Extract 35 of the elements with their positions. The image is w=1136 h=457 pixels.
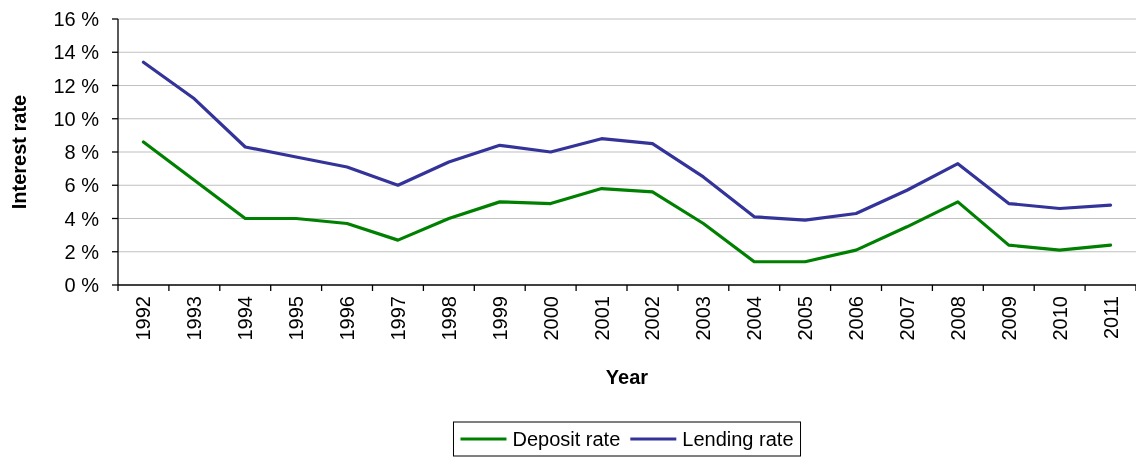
x-tick-label: 1999 (488, 296, 511, 341)
y-tick-label: 4 % (64, 207, 100, 230)
x-tick-label: 2011 (1099, 296, 1122, 340)
x-tick-label: 1992 (132, 296, 155, 341)
legend-label: Lending rate (682, 428, 794, 450)
x-tick-label: 1995 (285, 296, 308, 341)
y-tick-label: 6 % (64, 174, 100, 197)
x-tick-label: 2008 (946, 296, 969, 341)
y-tick-label: 10 % (53, 107, 100, 130)
line-series (141, 140, 1113, 264)
x-tick-label: 2007 (895, 296, 918, 341)
y-tick-label: 0 % (64, 274, 100, 296)
x-tick-label: 2001 (590, 296, 613, 341)
x-tick-label: 2009 (997, 296, 1020, 341)
y-tick-label: 2 % (64, 240, 100, 263)
x-tick-label: 2005 (794, 296, 817, 341)
y-tick-label: 8 % (64, 141, 100, 163)
x-tick-label: 2003 (692, 296, 715, 341)
x-tick-label: 2010 (1048, 296, 1071, 341)
x-tick-label: 1998 (437, 296, 460, 341)
y-tick-label: 16 % (53, 8, 100, 30)
y-axis-title: Interest rate (8, 94, 30, 210)
y-tick-label: 14 % (53, 41, 100, 64)
x-tick-label: 1997 (386, 296, 409, 341)
x-axis-title: Year (605, 366, 649, 388)
x-tick-label: 1994 (234, 296, 257, 341)
x-tick-label: 2006 (845, 296, 868, 341)
x-tick-label: 1993 (183, 296, 206, 341)
legend-label: Deposit rate (512, 428, 621, 450)
x-tick-label: 1996 (336, 296, 359, 341)
x-tick-label: 2004 (743, 296, 766, 341)
y-tick-label: 12 % (53, 74, 100, 97)
x-tick-label: 2000 (539, 296, 562, 341)
x-tick-label: 2002 (641, 296, 664, 341)
line-series (141, 60, 1113, 222)
